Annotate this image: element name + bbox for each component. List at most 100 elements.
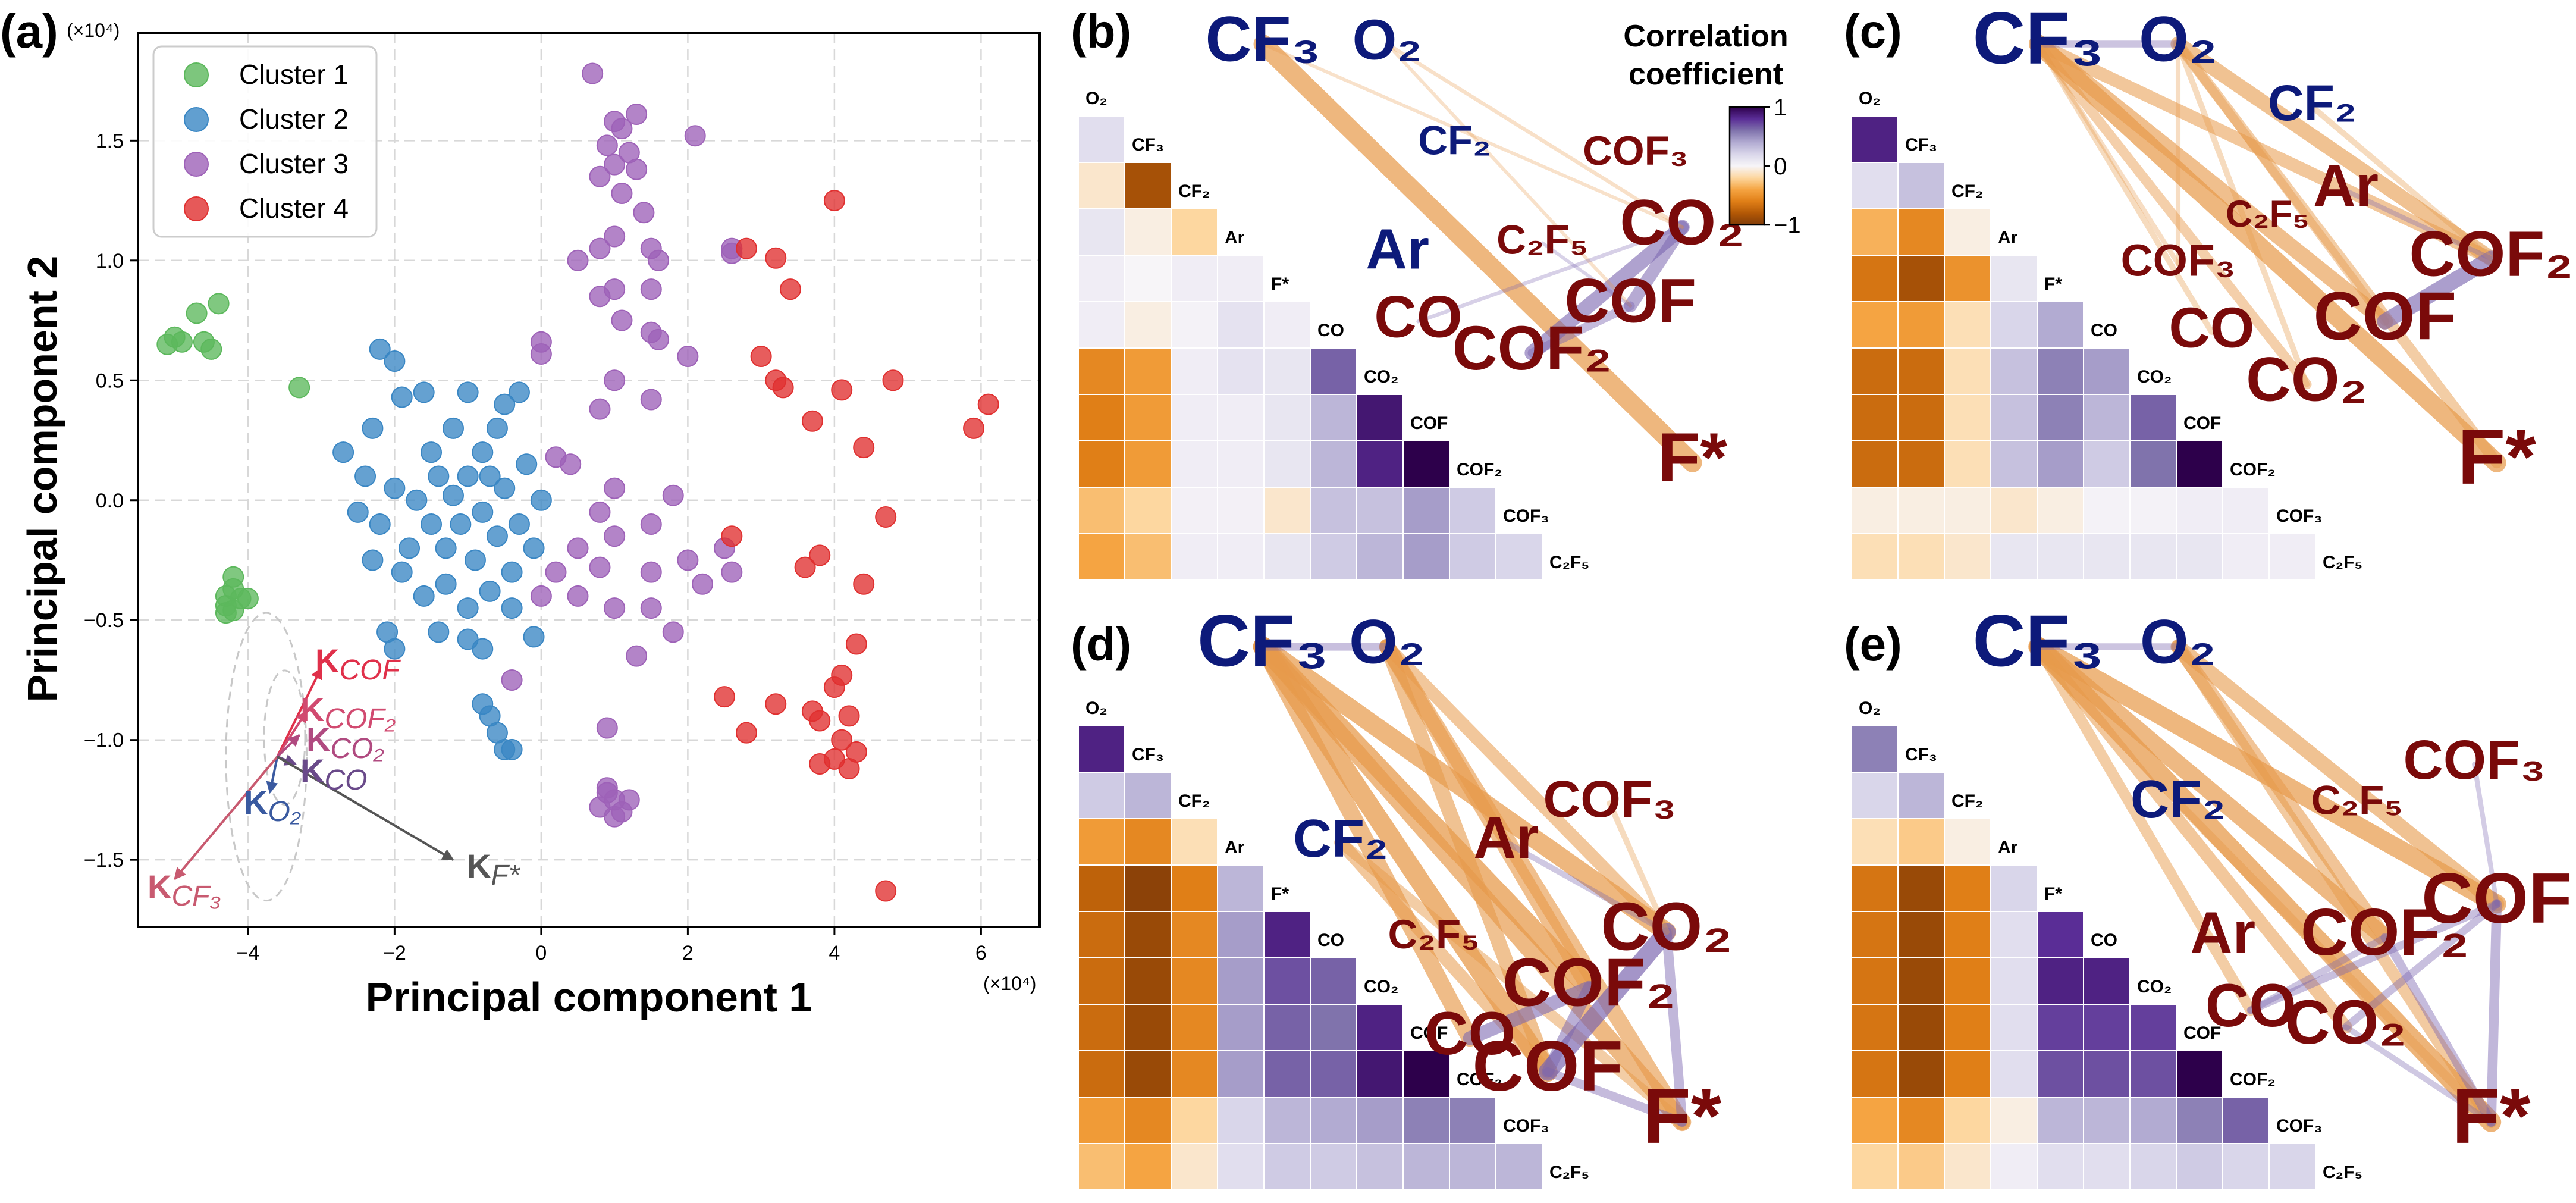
scatter-point (530, 489, 552, 511)
network-node-label: COF (1564, 267, 1696, 336)
heatmap-cell (1078, 347, 1125, 395)
heatmap-cell (1124, 1050, 1172, 1098)
scatter-point (171, 331, 193, 353)
heatmap-cell (1402, 1143, 1450, 1191)
network-edge (2342, 900, 2501, 1031)
heatmap-species-label: COF (2183, 1023, 2221, 1043)
network-edge (1334, 836, 1554, 1079)
heatmap-species-label: Ar (1998, 228, 2018, 248)
scatter-point (626, 104, 648, 126)
network-edge (1527, 301, 1635, 358)
scatter-point (288, 377, 310, 399)
arrow-label-k: K (306, 720, 330, 758)
heatmap-cell (1078, 533, 1125, 581)
network-edge (1542, 982, 1595, 1078)
network-node-label: Ar (2313, 153, 2379, 219)
network-edge (1261, 42, 1684, 229)
scatter-point (516, 453, 538, 475)
heatmap-cell (2037, 1050, 2084, 1098)
scatter-point (435, 537, 457, 559)
heatmap-cell (1171, 533, 1218, 581)
scatter-point (215, 602, 237, 624)
network-node-label: C₂F₅ (1388, 911, 1479, 957)
heatmap-cell (1263, 347, 1311, 395)
heatmap-cell (2176, 1143, 2223, 1191)
arrow-label: KCOF₂ (300, 691, 396, 735)
legend-box (152, 45, 378, 238)
scatter-point (779, 278, 801, 300)
heatmap-cell (1124, 440, 1172, 488)
heatmap-species-label: CO₂ (2137, 367, 2172, 387)
heatmap-species-label: Ar (1225, 838, 1245, 857)
scatter-point (604, 225, 626, 248)
network-node-label: COF₂ (1452, 314, 1612, 383)
scatter-point (501, 561, 523, 583)
heatmap-cell (2037, 1004, 2084, 1051)
heatmap-cell (1124, 957, 1172, 1005)
network-node-label: COF (2313, 279, 2456, 355)
heatmap-cell (1897, 818, 1945, 866)
scatter-point (589, 286, 611, 308)
heatmap-cell (1310, 347, 1357, 395)
scatter-point (523, 626, 545, 648)
heatmap-cell (1944, 347, 1991, 395)
scatter-point (479, 580, 501, 602)
scatter-point (648, 328, 670, 350)
network-node-label: CF₃ (1197, 600, 1329, 682)
heatmap-cell (1171, 1097, 1218, 1144)
heatmap-cell (1124, 301, 1172, 349)
network-node-label: CO (2169, 296, 2254, 359)
heatmap-species-label: COF₂ (2230, 1070, 2276, 1089)
heatmap-cell (1851, 208, 1899, 256)
network-node-label: F* (2458, 413, 2537, 500)
heatmap-cell (2037, 394, 2084, 441)
heatmap-cell (1990, 864, 2038, 912)
heatmap-cell (1851, 1097, 1899, 1144)
heatmap-cell (1217, 1004, 1265, 1051)
heatmap-cell (1310, 1004, 1357, 1051)
loading-arrow (277, 756, 454, 861)
scatter-point (750, 345, 772, 367)
heatmap-cell (1944, 208, 1991, 256)
network-node-label: F* (1643, 1072, 1722, 1160)
heatmap-cell (2129, 394, 2177, 441)
heatmap-cell (2037, 1097, 2084, 1144)
network-edge (1607, 800, 1670, 935)
heatmap-cell (1851, 115, 1899, 163)
scatter-point (354, 465, 376, 487)
heatmap-cell (1263, 1143, 1311, 1191)
arrow-label-sub: CO₂ (330, 733, 384, 765)
heatmap-cell (1944, 911, 1991, 958)
heatmap-cell (1171, 1143, 1218, 1191)
scatter-point (494, 477, 516, 499)
heatmap-species-label: Ar (1998, 838, 2018, 857)
heatmap-cell (1897, 255, 1945, 302)
heatmap-cell (1944, 255, 1991, 302)
heatmap-cell (2268, 1143, 2316, 1191)
heatmap-cell (1990, 301, 2038, 349)
network-node-label: COF₂ (2301, 895, 2470, 969)
heatmap-cell (1402, 1097, 1450, 1144)
scatter-point (472, 638, 494, 660)
network-edge (2170, 639, 2505, 911)
heatmap-cell (1990, 911, 2038, 958)
scatter-point (692, 573, 714, 595)
network-edge (2173, 39, 2390, 326)
network-node-label: CO₂ (1620, 186, 1744, 258)
scatter-point (604, 477, 626, 499)
scatter-point (831, 379, 853, 401)
scatter-point (428, 621, 450, 643)
heatmap-cell (1990, 1004, 2038, 1051)
scatter-point (604, 153, 626, 176)
heatmap-cell (1944, 533, 1991, 581)
scatter-point (421, 513, 443, 535)
network-edge (2028, 637, 2502, 1132)
heatmap-species-label: CF₃ (1905, 745, 1937, 765)
arrow-label-k: K (244, 784, 268, 821)
network-edge (2377, 250, 2499, 330)
heatmap-cell (1851, 725, 1899, 773)
heatmap-cell (2083, 440, 2131, 488)
scatter-point (596, 134, 618, 156)
colorbar-title-line2: coefficient (1629, 57, 1783, 92)
heatmap-cell (2037, 301, 2084, 349)
